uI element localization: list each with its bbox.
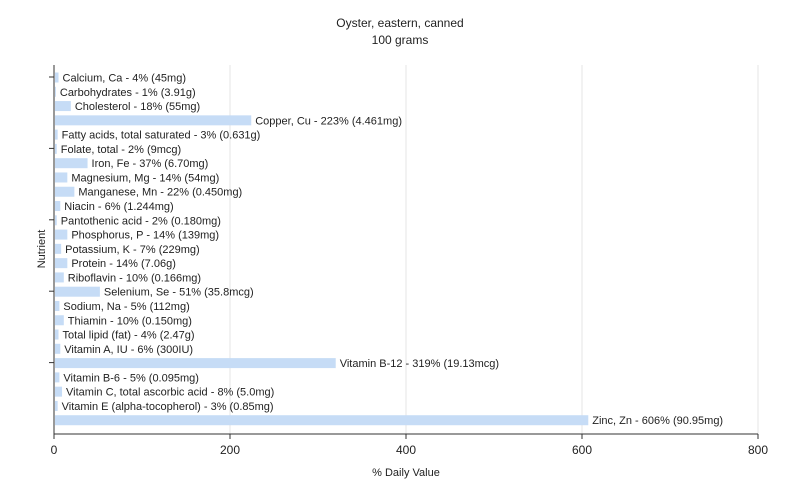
bar-label-7: Magnesium, Mg - 14% (54mg) [71,172,219,184]
bar-label-17: Thiamin - 10% (0.150mg) [68,315,192,327]
bar-label-13: Protein - 14% (7.06g) [71,258,176,270]
bar-9 [55,201,61,212]
bar-label-23: Vitamin E (alpha-tocopherol) - 3% (0.85m… [62,401,274,413]
bar-label-22: Vitamin C, total ascorbic acid - 8% (5.0… [66,387,274,399]
bar-18 [55,329,59,340]
chart-title: Oyster, eastern, canned [336,16,463,30]
x-ticks: 0 200 400 600 800 [51,434,768,457]
bar-label-19: Vitamin A, IU - 6% (300IU) [64,344,193,356]
bar-label-24: Zinc, Zn - 606% (90.95mg) [592,415,723,427]
gridlines [229,65,759,434]
bar-10 [55,215,57,226]
bar-6 [55,158,88,169]
bar-17 [55,315,64,326]
bar-8 [55,186,75,197]
bar-label-16: Sodium, Na - 5% (112mg) [63,301,189,313]
bar-label-5: Folate, total - 2% (9mcg) [61,144,181,156]
bar-23 [55,400,58,411]
bar-22 [55,386,63,397]
bar-24 [55,415,589,426]
x-tick-label-0: 0 [51,443,58,457]
bar-1 [55,86,56,97]
bar-21 [55,372,60,383]
x-tick-label-800: 800 [748,443,768,457]
bar-16 [55,300,60,311]
bar-4 [55,129,58,140]
bars: Calcium, Ca - 4% (45mg) Carbohydrates - 1… [55,72,723,427]
x-axis-label: % Daily Value [372,467,440,479]
bar-label-12: Potassium, K - 7% (229mg) [65,244,200,256]
bar-label-6: Iron, Fe - 37% (6.70mg) [92,158,209,170]
bar-11 [55,229,68,240]
bar-label-21: Vitamin B-6 - 5% (0.095mg) [63,372,199,384]
bar-label-4: Fatty acids, total saturated - 3% (0.631… [62,130,261,142]
bar-label-14: Riboflavin - 10% (0.166mg) [68,272,201,284]
bar-label-0: Calcium, Ca - 4% (45mg) [63,73,186,85]
bar-label-2: Cholesterol - 18% (55mg) [75,101,200,113]
bar-label-11: Phosphorus, P - 14% (139mg) [71,230,219,242]
bar-7 [55,172,68,183]
bar-2 [55,101,71,112]
x-tick-label-400: 400 [396,443,416,457]
bar-label-10: Pantothenic acid - 2% (0.180mg) [61,215,221,227]
bar-label-8: Manganese, Mn - 22% (0.450mg) [78,187,242,199]
y-axis-label: Nutrient [36,230,48,269]
bar-label-18: Total lipid (fat) - 4% (2.47g) [63,330,195,342]
bar-label-15: Selenium, Se - 51% (35.8mcg) [104,287,254,299]
bar-14 [55,272,64,283]
bar-label-9: Niacin - 6% (1.244mg) [64,201,173,213]
bar-15 [55,286,100,297]
bar-label-3: Copper, Cu - 223% (4.461mg) [255,115,402,127]
bar-3 [55,115,252,126]
chart-subtitle: 100 grams [372,33,429,47]
bar-5 [55,143,57,154]
bar-12 [55,243,62,254]
bar-20 [55,358,336,369]
x-tick-label-600: 600 [572,443,592,457]
x-tick-label-200: 200 [220,443,240,457]
bar-13 [55,258,68,269]
bar-0 [55,72,59,83]
bar-label-20: Vitamin B-12 - 319% (19.13mcg) [340,358,499,370]
bar-19 [55,343,61,354]
bar-label-1: Carbohydrates - 1% (3.91g) [60,87,196,99]
